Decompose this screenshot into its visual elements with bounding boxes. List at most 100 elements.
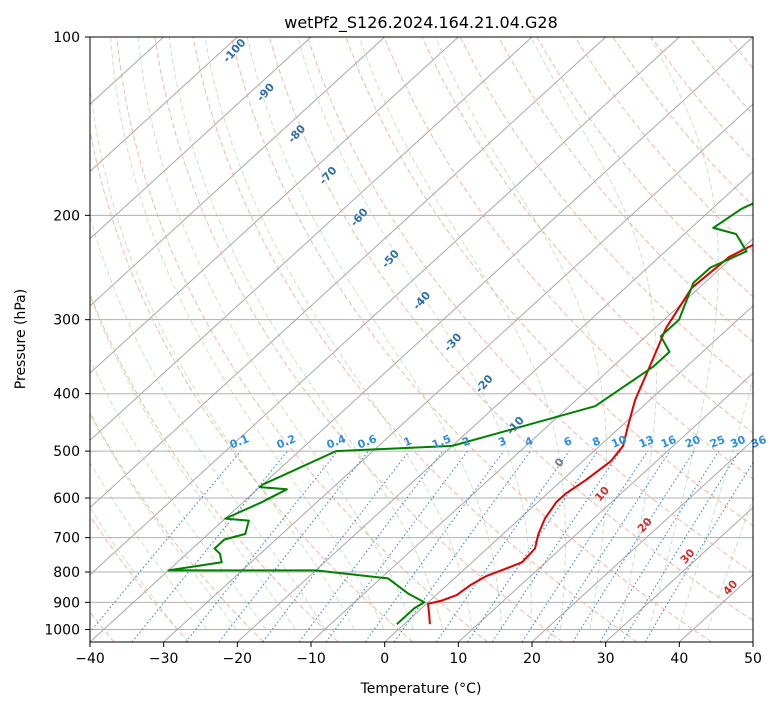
dry-adiabat-line <box>497 37 753 343</box>
y-tick-label: 500 <box>53 444 80 460</box>
x-tick-label: −30 <box>149 651 179 667</box>
moist-adiabat-line <box>90 358 267 630</box>
dry-adiabat-label: -60 <box>348 205 371 229</box>
dry-adiabat-line <box>90 127 414 642</box>
mixing-ratio-label: 36 <box>749 433 768 451</box>
x-tick-label: −40 <box>75 651 105 667</box>
x-tick-label: 30 <box>597 651 615 667</box>
dry-adiabat-line <box>345 37 753 527</box>
dry-adiabat-label: -40 <box>410 289 433 313</box>
dry-adiabat-line <box>766 37 775 642</box>
moist-adiabat-line <box>297 37 532 630</box>
mixing-ratio-line <box>185 450 338 642</box>
mixing-ratio-line <box>599 450 720 642</box>
y-axis-label: Pressure (hPa) <box>13 289 29 389</box>
moist-adiabat-label: 10 <box>592 484 612 504</box>
x-tick-label: 50 <box>744 651 762 667</box>
mixing-ratio-label: 13 <box>637 433 656 451</box>
moist-adiabat-line <box>530 37 658 630</box>
moist-adiabat-line <box>707 496 753 630</box>
dry-adiabat-line <box>230 37 712 642</box>
x-axis-label: Temperature (°C) <box>360 681 482 697</box>
dry-adiabat-label: -80 <box>285 122 308 146</box>
isotherm-line <box>90 37 753 642</box>
moist-adiabat-line <box>434 37 608 630</box>
mixing-ratio-line <box>621 450 740 642</box>
x-tick-label: 10 <box>449 651 467 667</box>
isotherm-line <box>90 37 459 374</box>
dewpoint-profile-line <box>167 202 753 625</box>
dry-adiabat-label: -100 <box>220 36 248 65</box>
chart-title: wetPf2_S126.2024.164.21.04.G28 <box>284 13 558 33</box>
dry-adiabat-label: -70 <box>317 164 340 188</box>
moist-adiabat-line <box>90 506 178 630</box>
isotherm-line <box>90 37 312 240</box>
mixing-ratio-label: 10 <box>610 433 629 451</box>
y-tick-label: 900 <box>53 595 80 611</box>
mixing-ratio-label: 25 <box>708 433 727 451</box>
mixing-ratio-line <box>393 450 531 642</box>
mixing-ratio-line <box>325 450 468 642</box>
y-tick-label: 200 <box>53 208 80 224</box>
mixing-ratio-line <box>491 450 621 642</box>
isotherm-line <box>310 237 753 642</box>
isotherm-line <box>90 37 607 509</box>
moist-adiabat-label: 40 <box>720 577 740 597</box>
moist-adiabat-line <box>204 37 473 630</box>
x-tick-label: 0 <box>380 651 389 667</box>
dry-adiabat-line <box>90 411 264 642</box>
y-tick-label: 800 <box>53 565 80 581</box>
mixing-ratio-label: 8 <box>590 434 602 449</box>
moist-adiabat-line <box>648 37 719 630</box>
dry-adiabat-label: -10 <box>504 414 527 438</box>
dry-adiabat-line <box>307 37 753 574</box>
y-tick-label: 700 <box>53 531 80 547</box>
x-tick-label: 20 <box>523 651 541 667</box>
moist-adiabat-line <box>110 37 385 630</box>
mixing-ratio-label: 30 <box>728 433 747 451</box>
mixing-ratio-label: 0.4 <box>325 432 348 451</box>
mixing-ratio-label: 2 <box>460 434 472 449</box>
dry-adiabat-label: -30 <box>442 330 465 354</box>
moist-adiabat-label: 30 <box>678 546 698 566</box>
dry-adiabat-line <box>268 37 753 622</box>
mixing-ratio-line <box>298 450 444 642</box>
isotherm-line <box>384 305 753 642</box>
dry-adiabat-label: -90 <box>254 80 277 104</box>
moist-adiabat-line <box>137 37 414 630</box>
isotherm-line <box>163 103 753 642</box>
isotherm-line <box>90 37 680 576</box>
dry-adiabat-label: -50 <box>379 247 402 271</box>
mixing-ratio-label: 0.2 <box>275 432 298 451</box>
mixing-ratio-line <box>262 450 410 642</box>
moist-adiabat-line <box>358 37 566 630</box>
mixing-ratio-label: 3 <box>496 434 508 449</box>
y-tick-label: 300 <box>53 313 80 329</box>
moist-adiabat-line <box>90 80 355 630</box>
x-tick-label: −20 <box>223 651 253 667</box>
moist-adiabat-line <box>90 412 237 630</box>
moist-adiabat-line <box>677 378 753 630</box>
mixing-ratio-line <box>572 450 695 642</box>
isotherm-line <box>531 439 753 642</box>
mixing-ratio-line <box>545 450 671 642</box>
mixing-ratio-line <box>90 450 242 633</box>
dry-adiabat-line <box>421 37 753 434</box>
y-tick-label: 400 <box>53 387 80 403</box>
dry-adiabat-line <box>116 37 488 642</box>
moist-adiabat-line <box>246 37 503 630</box>
y-tick-label: 600 <box>53 491 80 507</box>
moist-adiabat-line <box>168 37 444 630</box>
dry-adiabat-line <box>154 37 563 642</box>
dry-adiabat-line <box>574 37 753 252</box>
y-tick-label: 100 <box>53 30 80 46</box>
mixing-ratio-line <box>364 450 505 642</box>
mixing-ratio-line <box>131 450 288 642</box>
dry-adiabat-line <box>192 37 638 642</box>
temperature-profile-line <box>427 243 753 625</box>
dry-adiabat-label: -20 <box>473 372 496 396</box>
x-tick-label: 40 <box>670 651 688 667</box>
mixing-ratio-label: 0.1 <box>228 432 251 451</box>
mixing-ratio-line <box>435 450 570 642</box>
